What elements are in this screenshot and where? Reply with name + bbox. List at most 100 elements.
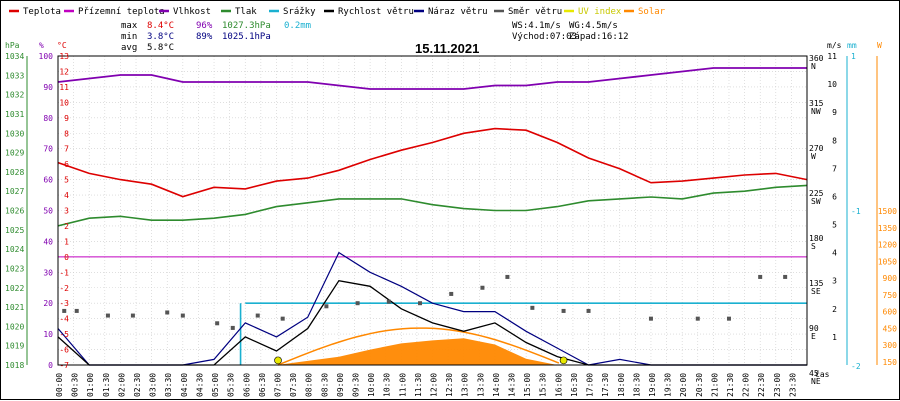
dir-name-tick-3: SW <box>811 197 821 206</box>
wind-dir-point-17 <box>530 305 535 310</box>
w-axis-label: W <box>877 41 882 50</box>
wind-dir-point-1 <box>74 308 79 313</box>
c-tick-9: 4 <box>64 191 69 200</box>
time-tick-26: 13:00 <box>461 373 470 397</box>
c-tick-14: -1 <box>59 268 69 277</box>
time-tick-7: 03:30 <box>164 373 173 397</box>
stat-max-label: max <box>121 21 138 31</box>
mm-tick-0: 1 <box>851 52 856 61</box>
ms-tick-7: 4 <box>832 249 837 258</box>
time-tick-0: 00:00 <box>55 373 64 397</box>
time-tick-25: 12:30 <box>445 373 454 397</box>
time-tick-17: 08:30 <box>320 373 329 397</box>
time-tick-2: 01:00 <box>86 373 95 397</box>
time-tick-34: 17:00 <box>586 373 595 397</box>
legend-label-6: Náraz větru <box>428 7 488 17</box>
sunset-marker <box>559 356 568 365</box>
c-tick-1: 12 <box>59 67 69 76</box>
ms-tick-10: 1 <box>832 333 837 342</box>
pct-tick-6: 40 <box>43 237 53 246</box>
w-tick-8: 300 <box>883 341 898 350</box>
hpa-tick-0: 1034 <box>5 52 24 61</box>
time-tick-22: 11:00 <box>398 373 407 397</box>
legend-label-2: Vlhkost <box>173 7 211 17</box>
w-tick-9: 150 <box>883 358 898 367</box>
w-tick-6: 600 <box>883 308 898 317</box>
pct-tick-9: 10 <box>43 330 53 339</box>
stats-block: max 8.4°C 96% 1027.3hPa 0.2mm min 3.8°C … <box>121 21 311 53</box>
ms-tick-0: 11 <box>827 52 837 61</box>
legend-label-3: Tlak <box>235 7 257 17</box>
wind-dir-point-4 <box>165 310 170 315</box>
time-tick-13: 06:30 <box>258 373 267 397</box>
time-tick-36: 18:00 <box>617 373 626 397</box>
hpa-tick-6: 1028 <box>5 168 24 177</box>
series-vlhkost <box>57 67 807 90</box>
w-tick-2: 1200 <box>878 241 897 250</box>
time-tick-35: 17:30 <box>601 373 610 397</box>
hpa-tick-4: 1030 <box>5 129 24 138</box>
x-axis-label: čas <box>815 369 830 379</box>
time-tick-20: 10:00 <box>367 373 376 397</box>
pct-tick-5: 50 <box>43 207 53 216</box>
legend-label-1: Přízemní teplota <box>78 7 165 17</box>
pct-tick-4: 60 <box>43 176 53 185</box>
time-tick-18: 09:00 <box>336 373 345 397</box>
wind-dir-point-20 <box>648 316 653 321</box>
wind-dir-point-16 <box>505 274 510 279</box>
wind-dir-point-13 <box>418 301 423 306</box>
time-tick-39: 19:30 <box>664 373 673 397</box>
sunrise-marker <box>274 356 282 365</box>
hpa-tick-10: 1024 <box>5 245 24 254</box>
wind-dir-point-5 <box>180 313 185 318</box>
solar-clear-sky-curve <box>277 327 560 366</box>
sunrise-info: Východ:07:03 <box>512 32 577 42</box>
wind-dir-point-8 <box>255 313 260 318</box>
w-tick-4: 900 <box>883 274 898 283</box>
hpa-tick-9: 1025 <box>5 226 24 235</box>
ms-tick-8: 3 <box>832 277 837 286</box>
wind-dir-point-0 <box>62 308 67 313</box>
w-tick-3: 1050 <box>878 257 897 266</box>
ms-tick-1: 10 <box>827 80 837 89</box>
c-tick-4: 9 <box>64 114 69 123</box>
c-tick-12: 1 <box>64 237 69 246</box>
time-tick-45: 22:30 <box>757 373 766 397</box>
pct-axis-label: % <box>39 41 44 50</box>
time-tick-46: 23:00 <box>773 373 782 397</box>
c-tick-17: -4 <box>59 315 69 324</box>
c-tick-15: -2 <box>59 284 69 293</box>
hpa-tick-8: 1026 <box>5 207 24 216</box>
wind-dir-point-12 <box>386 299 391 304</box>
wind-dir-point-3 <box>130 313 135 318</box>
legend-label-8: UV index <box>578 7 622 17</box>
stat-max-hum: 96% <box>196 21 213 31</box>
hpa-axis-label: hPa <box>5 41 20 50</box>
dir-deg-tick-0: 360 <box>809 54 824 63</box>
c-tick-6: 7 <box>64 145 69 154</box>
dir-deg-tick-2: 270 <box>809 144 824 153</box>
time-tick-31: 15:30 <box>539 373 548 397</box>
plot-area <box>57 55 808 366</box>
time-tick-14: 07:00 <box>273 373 282 397</box>
time-tick-10: 05:00 <box>211 373 220 397</box>
ms-tick-4: 7 <box>832 164 837 173</box>
time-tick-16: 08:00 <box>305 373 314 397</box>
mm-axis-label: mm <box>847 41 857 50</box>
time-tick-27: 13:30 <box>476 373 485 397</box>
pct-tick-3: 70 <box>43 145 53 154</box>
ms-tick-2: 9 <box>832 108 837 117</box>
axes: hPa% °C1034103310321031103010291028102710… <box>5 41 897 397</box>
wind-dir-point-14 <box>449 291 454 296</box>
hpa-tick-16: 1018 <box>5 361 24 370</box>
hpa-tick-15: 1019 <box>5 342 24 351</box>
legend: Teplota Přízemní teplota Vlhkost Tlak Srážky… <box>9 7 666 17</box>
time-tick-44: 22:00 <box>742 373 751 397</box>
hpa-tick-13: 1021 <box>5 303 24 312</box>
mm-tick-2: -2 <box>851 362 861 371</box>
pct-tick-0: 100 <box>39 52 54 61</box>
plot-border <box>57 55 808 366</box>
dir-name-tick-6: E <box>811 332 816 341</box>
